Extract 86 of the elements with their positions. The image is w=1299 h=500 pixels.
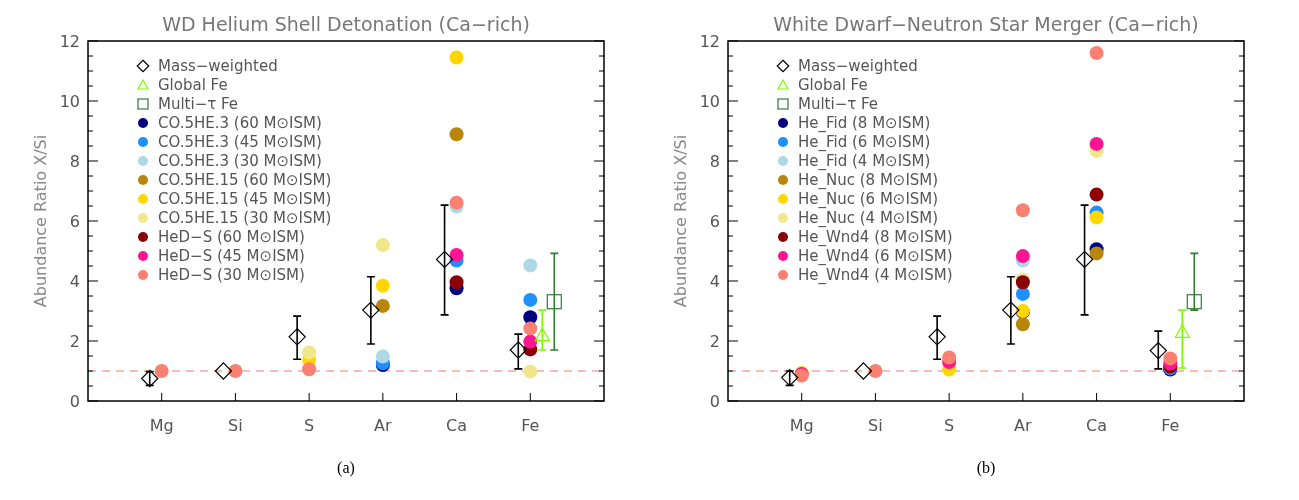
legend-label: CO.5HE.3 (45 M⊙ISM)	[158, 133, 322, 152]
y-tick-label: 8	[709, 151, 720, 171]
point	[523, 292, 538, 307]
point	[523, 321, 538, 336]
y-tick-label: 6	[709, 211, 720, 231]
legend-label: Multi−τ Fe	[158, 95, 239, 114]
legend-label: CO.5HE.3 (60 M⊙ISM)	[158, 114, 322, 133]
x-tick-label: Fe	[1161, 416, 1180, 435]
point	[375, 238, 390, 252]
y-tick-label: 10	[699, 91, 720, 111]
text: (b)	[976, 459, 996, 477]
legend-label: He_Nuc (8 M⊙ISM)	[798, 171, 939, 191]
point	[449, 127, 464, 142]
y-tick-label: 12	[59, 31, 80, 51]
legend-label: Global Fe	[158, 76, 228, 95]
point	[523, 258, 538, 273]
legend-label: CO.5HE.15 (30 M⊙ISM)	[158, 209, 332, 228]
point	[1163, 351, 1178, 366]
y-tick-label: 2	[69, 331, 80, 351]
point	[449, 195, 464, 210]
point	[449, 275, 464, 290]
point	[154, 364, 169, 378]
point	[375, 349, 390, 364]
legend-label: CO.5HE.15 (45 M⊙ISM)	[158, 190, 332, 209]
point	[1015, 249, 1030, 264]
point	[1089, 46, 1104, 60]
point	[942, 350, 957, 365]
y-tick-label: 12	[699, 31, 720, 51]
point	[1089, 210, 1104, 225]
legend-label: He_Wnd4 (6 M⊙ISM)	[798, 247, 953, 267]
point	[1015, 286, 1030, 301]
legend-label: He_Wnd4 (4 M⊙ISM)	[798, 266, 953, 286]
y-tick-label: 10	[59, 91, 80, 111]
y-tick-label: 4	[69, 271, 80, 291]
legend-label: Mass−weighted	[798, 57, 918, 76]
legend-label: He_Fid (8 M⊙ISM)	[798, 114, 931, 134]
x-tick-label: Ca	[1086, 416, 1108, 435]
legend-label: Global Fe	[798, 76, 868, 95]
point	[1089, 246, 1104, 261]
chart-title: White Dwarf−Neutron Star Merger (Ca−rich)	[773, 13, 1199, 35]
point	[1089, 187, 1104, 202]
x-tick-label: Ca	[446, 416, 468, 435]
point	[375, 278, 390, 293]
y-tick-label: 0	[709, 391, 720, 411]
y-tick-label: 8	[69, 151, 80, 171]
y-axis-title: Abundance Ratio X/Si	[31, 134, 50, 308]
x-tick-label: Mg	[789, 416, 814, 435]
legend-label: HeD−S (60 M⊙ISM)	[158, 228, 305, 247]
point	[375, 298, 390, 313]
point	[228, 364, 243, 378]
point	[868, 364, 883, 378]
x-tick-label: Ar	[1014, 416, 1033, 435]
y-tick-label: 0	[69, 391, 80, 411]
legend-label: HeD−S (30 M⊙ISM)	[158, 266, 305, 285]
y-tick-label: 4	[709, 271, 720, 291]
x-tick-label: Ar	[374, 416, 393, 435]
x-tick-label: Mg	[149, 416, 174, 435]
x-tick-label: S	[944, 416, 955, 435]
legend-label: CO.5HE.3 (30 M⊙ISM)	[158, 152, 322, 171]
x-tick-label: S	[304, 416, 315, 435]
legend-label: He_Nuc (4 M⊙ISM)	[798, 209, 939, 229]
legend-label: HeD−S (45 M⊙ISM)	[158, 247, 305, 266]
legend-label: Multi−τ Fe	[798, 95, 879, 114]
point	[449, 247, 464, 262]
legend-label: CO.5HE.15 (60 M⊙ISM)	[158, 171, 332, 190]
x-tick-label: Fe	[521, 416, 540, 435]
point	[523, 364, 538, 379]
legend-label: He_Nuc (6 M⊙ISM)	[798, 190, 939, 210]
legend-label: Mass−weighted	[158, 57, 278, 76]
point	[1015, 317, 1030, 332]
point	[1089, 136, 1104, 151]
y-tick-label: 2	[709, 331, 720, 351]
point	[302, 362, 317, 377]
x-tick-label: Si	[228, 416, 243, 435]
text: (a)	[337, 459, 355, 477]
legend-label: He_Fid (4 M⊙ISM)	[798, 152, 931, 172]
y-axis-title: Abundance Ratio X/Si	[671, 134, 690, 308]
point	[449, 50, 464, 65]
y-tick-label: 6	[69, 211, 80, 231]
point	[302, 345, 317, 360]
point	[523, 334, 538, 349]
point	[1015, 203, 1030, 218]
chart-title: WD Helium Shell Detonation (Ca−rich)	[162, 13, 530, 35]
x-tick-label: Si	[868, 416, 883, 435]
legend-label: He_Wnd4 (8 M⊙ISM)	[798, 228, 953, 248]
legend-label: He_Fid (6 M⊙ISM)	[798, 133, 931, 153]
